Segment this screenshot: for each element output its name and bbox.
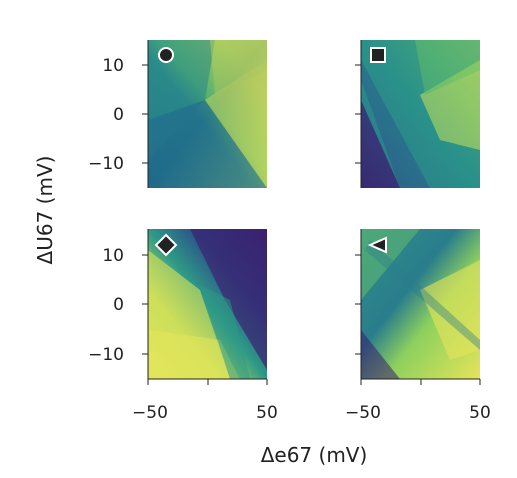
y-tick-label: 0: [113, 105, 124, 125]
panel-3-marker: [154, 233, 178, 257]
panel-2-heatmap: [361, 40, 480, 188]
panel-1-heatmap: [148, 40, 267, 188]
y-tick-label: 10: [102, 246, 124, 266]
y-tick-label: −10: [88, 154, 124, 174]
y-axis-label: ΔU67 (mV): [33, 156, 57, 265]
x-tick-label: −50: [345, 403, 381, 423]
panel-3-heatmap: [148, 229, 267, 379]
panel-4-heatmap: [361, 229, 480, 379]
x-tick-label: −50: [132, 403, 168, 423]
x-tick-label: 50: [469, 403, 491, 423]
y-tick-label: 10: [102, 56, 124, 76]
y-tick-label: −10: [88, 345, 124, 365]
panel-1-marker: [158, 47, 174, 63]
y-tick-label: 0: [113, 295, 124, 315]
x-axis-label: Δe67 (mV): [261, 443, 368, 467]
panel-4-marker: [367, 236, 387, 254]
panel-2-marker: [370, 47, 386, 63]
x-tick-label: 50: [256, 403, 278, 423]
